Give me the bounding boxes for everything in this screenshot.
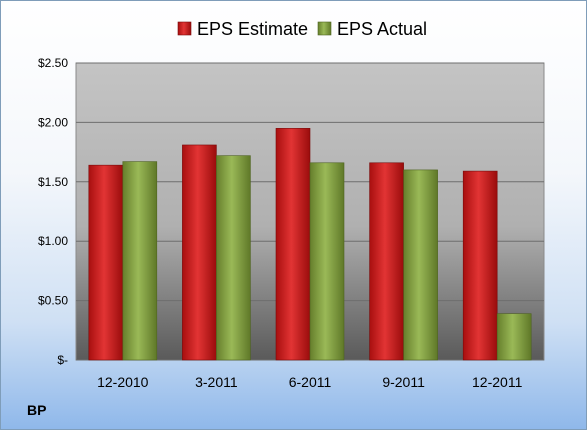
bar-eps-actual-6-2011 (309, 162, 345, 361)
bar-eps-actual-12-2011 (496, 313, 532, 361)
bar-eps-actual-3-2011 (216, 155, 251, 361)
bar-eps-estimate-6-2011 (275, 128, 311, 361)
legend-label-eps-estimate: EPS Estimate (197, 19, 308, 39)
y-tick-label: $- (57, 353, 68, 367)
legend-swatch-eps-actual (317, 21, 332, 36)
bar-eps-estimate-9-2011 (369, 162, 404, 361)
y-tick-label: $2.00 (38, 115, 68, 129)
x-tick-label: 12-2010 (97, 374, 149, 390)
x-tick-label: 3-2011 (195, 374, 238, 390)
ticker-label: BP (27, 402, 47, 418)
legend-swatch-eps-estimate (177, 21, 192, 36)
y-tick-label: $0.50 (38, 294, 68, 308)
bar-eps-actual-9-2011 (403, 169, 438, 361)
bar-eps-estimate-12-2011 (462, 170, 498, 361)
bar-eps-actual-12-2010 (122, 161, 158, 361)
x-tick-label: 9-2011 (382, 374, 425, 390)
legend-label-eps-actual: EPS Actual (337, 19, 427, 39)
x-tick-label: 6-2011 (289, 374, 332, 390)
y-tick-label: $1.50 (38, 175, 68, 189)
y-tick-label: $1.00 (38, 234, 68, 248)
bar-eps-estimate-3-2011 (182, 144, 217, 361)
bar-eps-estimate-12-2010 (88, 164, 124, 361)
x-tick-label: 12-2011 (472, 374, 523, 390)
y-tick-label: $2.50 (38, 56, 68, 70)
